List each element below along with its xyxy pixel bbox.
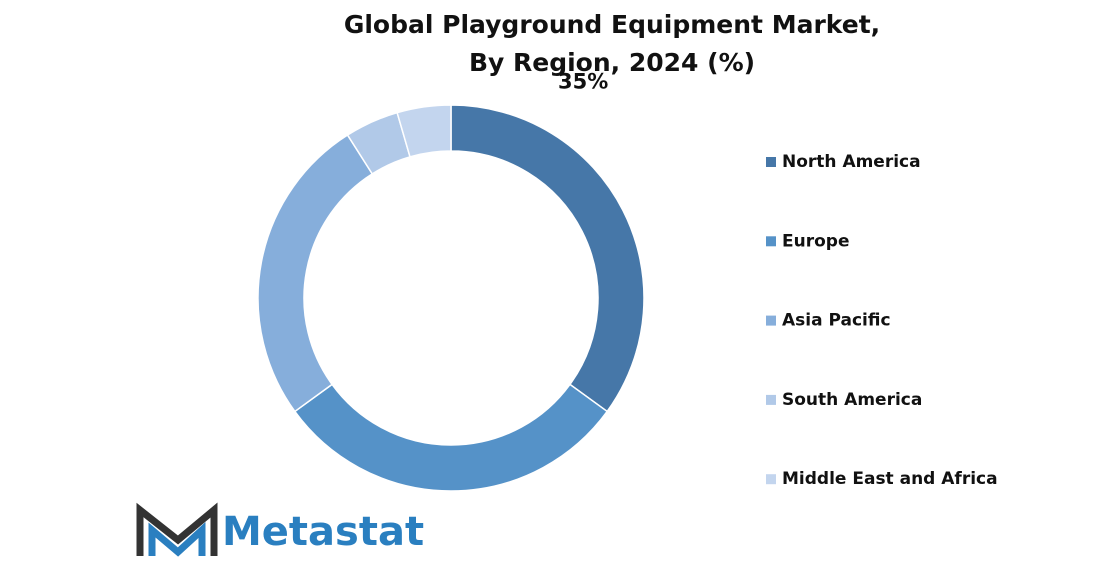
data-label: 35% (558, 69, 608, 93)
legend-swatch (766, 157, 776, 167)
donut-slice (450, 104, 645, 413)
legend-swatch (766, 236, 776, 247)
donut-slice (293, 383, 609, 492)
logo-m-blue (148, 522, 206, 557)
legend-label: South America (782, 390, 922, 410)
legend-swatch (766, 315, 776, 326)
legend-label: Middle East and Africa (782, 469, 998, 489)
legend-swatch (766, 394, 776, 405)
logo-icon (136, 502, 218, 557)
chart-title: Global Playground Equipment Market, By R… (343, 10, 881, 77)
legend-label: Asia Pacific (782, 311, 891, 331)
donut-slice (257, 134, 374, 413)
legend-label: North America (782, 152, 921, 172)
legend-label: Europe (782, 231, 849, 251)
legend-swatch (766, 474, 776, 485)
logo-text: Metastat (222, 509, 424, 555)
logo-m-dark (136, 502, 218, 556)
donut-slice (396, 104, 452, 158)
